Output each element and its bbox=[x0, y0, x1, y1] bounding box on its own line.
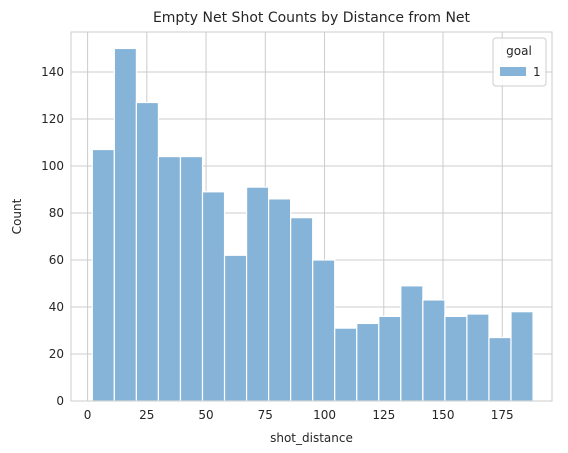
histogram-bar bbox=[334, 327, 358, 402]
y-axis-label: Count bbox=[10, 198, 24, 234]
y-tick-label: 80 bbox=[49, 206, 64, 220]
histogram-bar bbox=[201, 191, 226, 402]
chart-title: Empty Net Shot Counts by Distance from N… bbox=[153, 10, 471, 26]
histogram-bar bbox=[488, 336, 512, 402]
x-axis-label: shot_distance bbox=[270, 431, 353, 445]
y-tick-labels: 0 20 40 60 80 100 120 140 bbox=[41, 65, 64, 408]
x-tick-label: 0 bbox=[84, 408, 92, 422]
histogram-bar bbox=[135, 101, 160, 402]
histogram-bar bbox=[179, 155, 204, 402]
histogram-bar bbox=[510, 311, 534, 402]
histogram-bar bbox=[356, 322, 380, 402]
histogram-bar bbox=[400, 285, 424, 402]
histogram-bar bbox=[268, 198, 292, 402]
bars bbox=[91, 47, 534, 402]
x-tick-label: 100 bbox=[313, 408, 336, 422]
y-tick-label: 0 bbox=[56, 394, 64, 408]
x-tick-labels: 0 25 50 75 100 125 150 175 bbox=[84, 408, 514, 422]
histogram-bar bbox=[91, 148, 115, 402]
x-tick-label: 75 bbox=[258, 408, 273, 422]
legend: goal 1 bbox=[492, 37, 547, 87]
x-tick-label: 25 bbox=[139, 408, 154, 422]
histogram-bar bbox=[157, 155, 182, 402]
histogram-bar bbox=[312, 259, 336, 402]
y-tick-label: 60 bbox=[49, 253, 64, 267]
histogram-bar bbox=[245, 186, 270, 402]
histogram-bar bbox=[466, 313, 490, 402]
legend-title: goal bbox=[506, 44, 532, 58]
histogram-bar bbox=[422, 299, 446, 402]
x-tick-label: 175 bbox=[491, 408, 514, 422]
legend-entry-label: 1 bbox=[533, 65, 541, 79]
legend-swatch bbox=[500, 67, 526, 76]
y-tick-label: 140 bbox=[41, 65, 64, 79]
y-tick-label: 40 bbox=[49, 300, 64, 314]
plot-frame bbox=[70, 31, 553, 402]
x-tick-label: 125 bbox=[372, 408, 395, 422]
x-tick-label: 50 bbox=[198, 408, 213, 422]
histogram-bar bbox=[444, 315, 468, 402]
y-tick-label: 20 bbox=[49, 347, 64, 361]
histogram-bar bbox=[223, 254, 248, 402]
y-tick-label: 100 bbox=[41, 159, 64, 173]
y-tick-label: 120 bbox=[41, 112, 64, 126]
x-tick-label: 150 bbox=[432, 408, 455, 422]
histogram-bar bbox=[290, 217, 314, 402]
histogram-bar bbox=[113, 47, 137, 402]
histogram-bar bbox=[378, 315, 402, 402]
